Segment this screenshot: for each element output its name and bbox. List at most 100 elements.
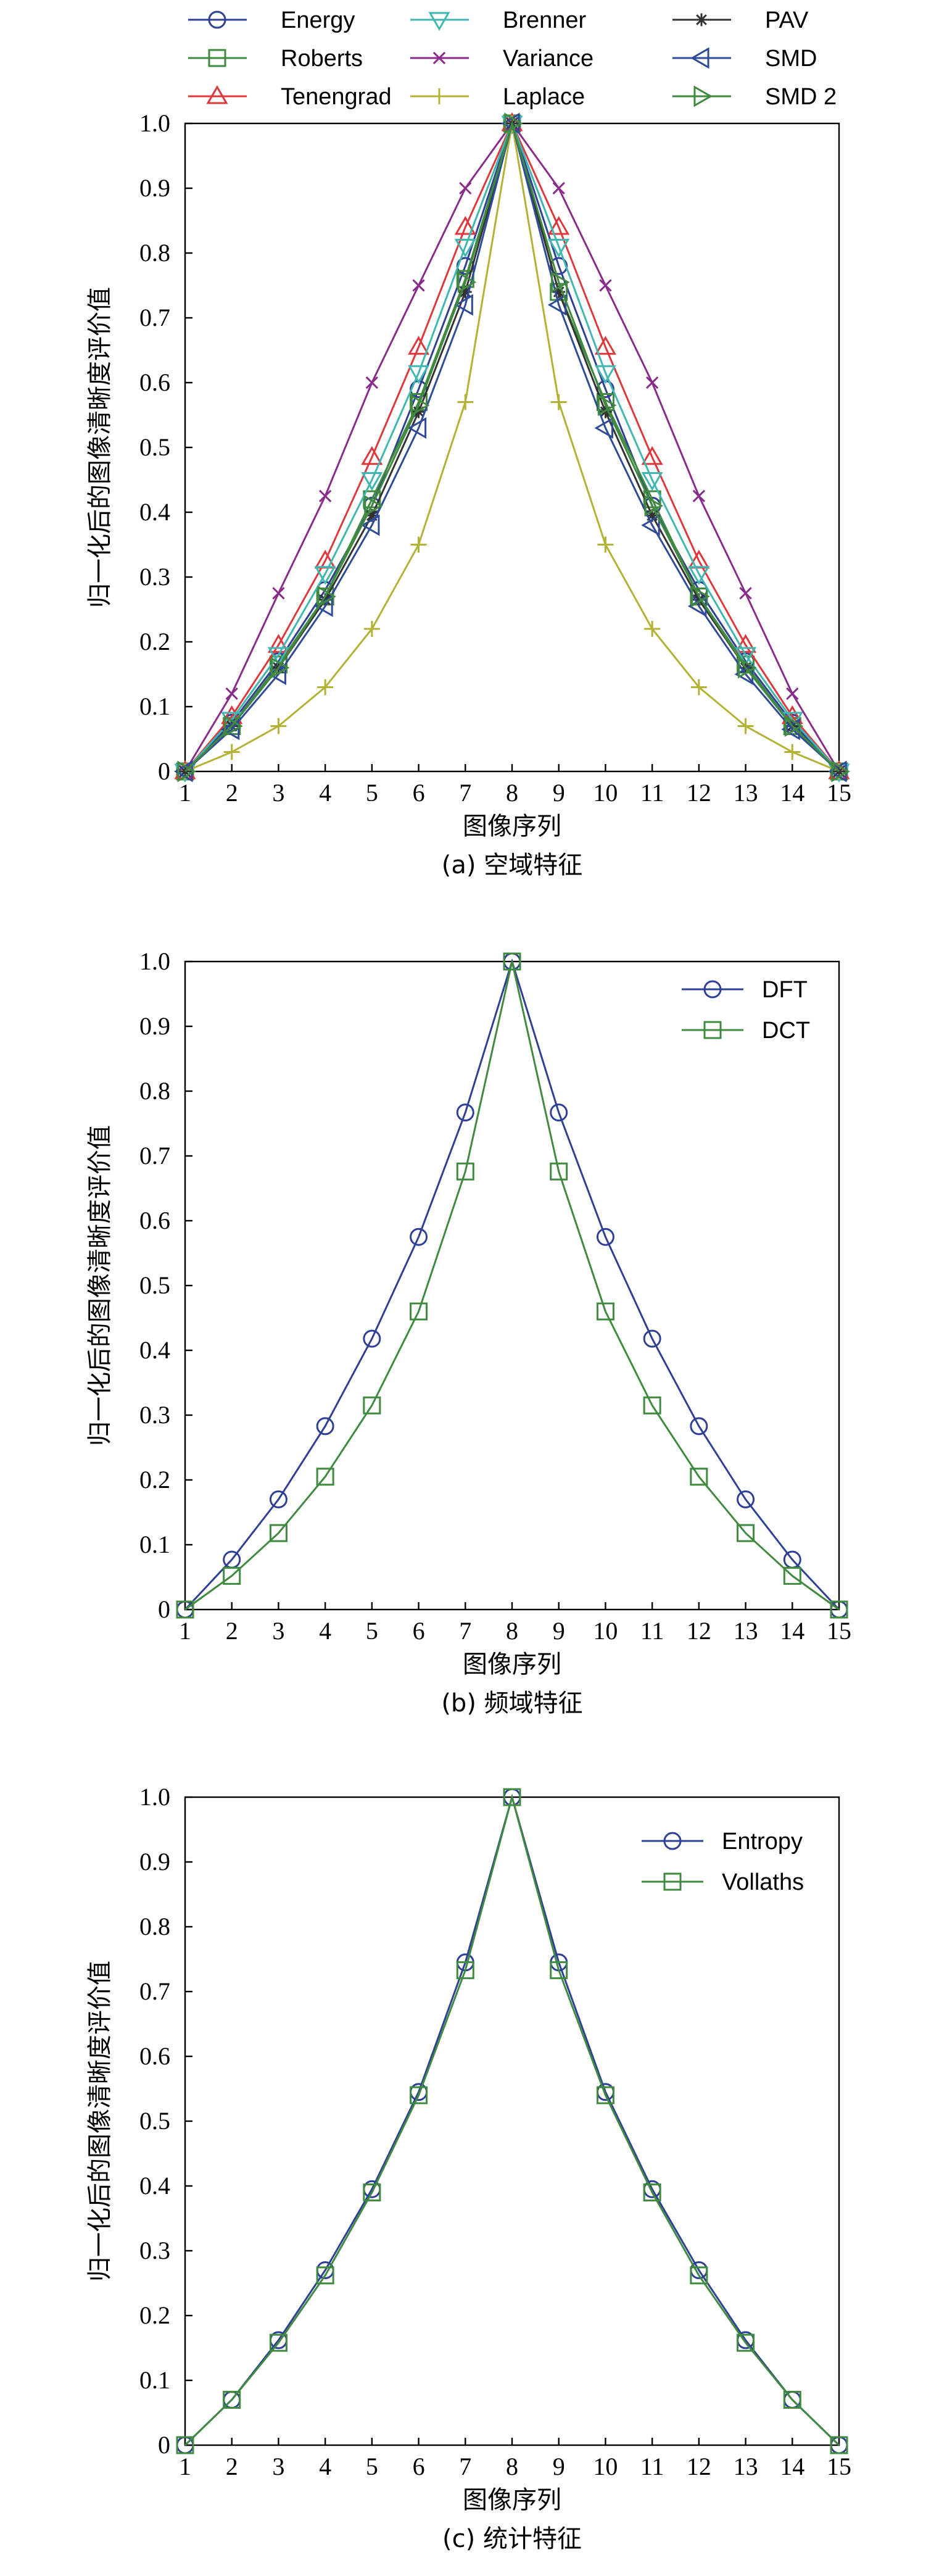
series-line-vollaths <box>184 1793 840 2446</box>
data-point-smd-2 <box>691 585 710 608</box>
data-point-smd-2 <box>831 760 850 783</box>
data-point-brenner <box>361 472 383 491</box>
series-line-roberts <box>184 120 840 773</box>
data-point-dft <box>363 1329 381 1348</box>
x-tick-label: 6 <box>413 2453 425 2480</box>
data-point-vollaths <box>223 2391 241 2409</box>
data-point-vollaths <box>269 2333 287 2352</box>
legend-label-energy: Energy <box>281 7 355 33</box>
data-point-variance <box>412 279 425 292</box>
y-tick-label: 0.4 <box>139 2172 170 2200</box>
chart-panel-2: 1 2 3 4 5 6 7 8 9 10 11 12 13 14 1500.10.20.30.40.50.6… <box>86 947 851 1718</box>
x-tick-label: 12 <box>687 2453 711 2480</box>
x-tick-label: 6 <box>413 1617 425 1645</box>
data-point-smd-2 <box>597 394 617 417</box>
series-line-dct <box>184 961 840 1611</box>
data-point-smd-2 <box>364 494 383 517</box>
y-tick-label: 0.1 <box>139 692 170 720</box>
data-point-variance <box>552 181 565 195</box>
x-tick-label: 8 <box>506 2453 518 2480</box>
data-point-dct <box>830 1600 848 1619</box>
series-dft <box>176 952 848 1619</box>
x-axis-title: 图像序列 <box>463 1650 561 1679</box>
data-point-variance <box>692 489 706 502</box>
data-point-vollaths <box>410 2086 428 2104</box>
data-point-brenner <box>267 647 289 666</box>
legend-marker-energy <box>208 10 226 29</box>
data-point-dct <box>410 1302 428 1321</box>
series-line-laplace <box>184 123 840 773</box>
x-tick-label: 3 <box>272 2453 284 2480</box>
data-point-variance <box>786 687 799 700</box>
y-tick-label: 0.7 <box>139 1977 170 2005</box>
data-point-vollaths <box>176 2436 194 2454</box>
y-tick-label: 0.6 <box>139 1207 170 1234</box>
x-tick-label: 14 <box>780 1617 804 1645</box>
x-tick-label: 15 <box>827 779 851 807</box>
data-point-smd-2 <box>457 271 477 293</box>
y-tick-label: 0.8 <box>139 239 170 267</box>
data-point-laplace <box>457 394 474 410</box>
data-point-dft <box>456 1103 474 1122</box>
y-tick-label: 0.9 <box>139 174 170 202</box>
y-axis-title: 归一化后的图像清晰度评价值 <box>86 287 114 608</box>
legend-label-variance: Variance <box>503 46 593 72</box>
x-tick-label: 2 <box>226 779 238 807</box>
y-tick-label: 0.8 <box>139 1913 170 1940</box>
data-point-laplace <box>784 744 801 760</box>
x-tick-label: 4 <box>319 2453 331 2480</box>
y-tick-label: 0.5 <box>139 1271 170 1299</box>
series-line-variance <box>184 122 840 772</box>
panel-caption: (b) 频域特征 <box>441 1689 582 1718</box>
legend-marker-vollaths <box>663 1872 682 1891</box>
data-point-laplace <box>644 621 661 637</box>
x-tick-label: 4 <box>319 779 331 807</box>
data-point-variance <box>459 181 472 195</box>
y-tick-label: 0.8 <box>139 1077 170 1105</box>
x-tick-label: 7 <box>459 2453 471 2480</box>
data-point-laplace <box>410 536 427 553</box>
x-tick-label: 12 <box>687 779 711 807</box>
data-point-smd-2 <box>317 585 337 608</box>
y-tick-label: 1.0 <box>139 947 170 975</box>
legend-label-entropy: Entropy <box>722 1829 803 1855</box>
data-point-smd-2 <box>411 394 430 417</box>
x-tick-label: 9 <box>553 2453 565 2480</box>
data-point-pav <box>318 593 332 607</box>
data-point-laplace <box>363 621 380 637</box>
data-point-brenner <box>641 472 663 491</box>
x-tick-label: 12 <box>687 1617 711 1645</box>
data-point-tenengrad <box>594 336 616 355</box>
legend: Energy Roberts Tenengrad Brenner Variance Lap… <box>188 7 837 110</box>
data-point-smd <box>360 514 380 536</box>
y-tick-label: 0.1 <box>139 1531 170 1558</box>
data-point-pav <box>458 285 472 299</box>
data-point-laplace <box>550 394 567 410</box>
data-point-variance <box>599 279 612 292</box>
y-tick-label: 0.7 <box>139 304 170 331</box>
x-tick-label: 10 <box>593 2453 618 2480</box>
y-tick-label: 0.9 <box>139 1012 170 1040</box>
legend-marker-tenengrad <box>206 85 228 104</box>
data-point-smd-2 <box>644 494 664 517</box>
data-point-brenner <box>314 566 336 585</box>
legend-marker-roberts <box>208 49 226 67</box>
y-tick-label: 0.3 <box>139 563 170 591</box>
x-tick-label: 6 <box>413 779 425 807</box>
data-point-dct <box>316 1468 334 1486</box>
x-tick-label: 3 <box>272 1617 284 1645</box>
data-point-vollaths <box>550 1961 568 1979</box>
data-point-laplace <box>270 718 287 734</box>
data-point-vollaths <box>503 1788 521 1806</box>
data-point-smd-2 <box>224 715 243 737</box>
legend-label-brenner: Brenner <box>503 7 587 33</box>
x-tick-label: 13 <box>734 2453 758 2480</box>
data-point-laplace <box>690 679 707 696</box>
series-smd <box>174 112 847 783</box>
data-point-vollaths <box>456 1961 474 1979</box>
data-point-tenengrad <box>454 216 476 235</box>
data-point-laplace <box>737 718 754 734</box>
y-tick-label: 0.3 <box>139 2237 170 2264</box>
data-point-vollaths <box>737 2333 755 2352</box>
data-point-dft <box>269 1490 287 1508</box>
